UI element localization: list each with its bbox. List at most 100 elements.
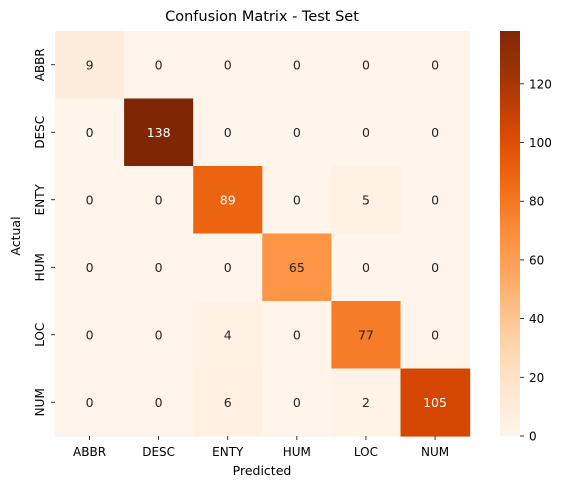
- heatmap-cell: [262, 233, 332, 302]
- cell-value: 0: [362, 125, 370, 140]
- heatmap-cell: [262, 166, 332, 235]
- colorbar-tick-label: 80: [529, 195, 544, 209]
- chart-title: Confusion Matrix - Test Set: [165, 9, 359, 25]
- cell-value: 0: [431, 192, 439, 207]
- heatmap-cell: [331, 31, 402, 100]
- heatmap-cells: [55, 31, 471, 437]
- y-tick-label: NUM: [33, 388, 47, 416]
- cell-value: 0: [293, 125, 301, 140]
- cell-value: 9: [86, 57, 94, 72]
- cell-value: 0: [155, 395, 163, 410]
- cell-value: 0: [224, 260, 232, 275]
- colorbar: [500, 31, 520, 436]
- cell-value: 0: [86, 260, 94, 275]
- cell-value: 77: [358, 327, 374, 342]
- heatmap-cell: [193, 31, 263, 100]
- cell-value: 0: [155, 192, 163, 207]
- y-axis-ticks: ABBR DESC ENTY HUM LOC NUM: [33, 48, 55, 416]
- heatmap-cell: [55, 98, 125, 167]
- cell-value: 0: [431, 57, 439, 72]
- heatmap-cell: [262, 368, 332, 437]
- x-tick-label: ENTY: [212, 445, 244, 459]
- cell-value: 0: [293, 57, 301, 72]
- cell-value: 0: [86, 395, 94, 410]
- heatmap-cell: [331, 233, 402, 302]
- x-axis-ticks: ABBR DESC ENTY HUM LOC NUM: [73, 436, 449, 459]
- colorbar-tick-label: 0: [529, 430, 537, 444]
- x-tick-label: ABBR: [73, 445, 106, 459]
- heatmap-cell: [262, 98, 332, 167]
- heatmap-cell: [331, 368, 402, 437]
- colorbar-tick-label: 120: [529, 77, 552, 91]
- cell-value: 138: [147, 125, 171, 140]
- heatmap-cell: [331, 98, 402, 167]
- colorbar-tick-label: 40: [529, 312, 544, 326]
- heatmap-cell: [331, 301, 402, 370]
- heatmap-cell: [193, 166, 263, 235]
- heatmap-cell: [400, 301, 471, 370]
- heatmap-cell: [262, 31, 332, 100]
- colorbar-tick-label: 20: [529, 371, 544, 385]
- heatmap-cell: [400, 31, 471, 100]
- heatmap-cell: [124, 368, 194, 437]
- cell-value: 0: [431, 125, 439, 140]
- x-axis-label: Predicted: [233, 463, 292, 478]
- colorbar-tick-label: 100: [529, 136, 552, 150]
- cell-value: 0: [362, 57, 370, 72]
- y-tick-label: ABBR: [33, 48, 47, 81]
- cell-value: 0: [431, 260, 439, 275]
- heatmap-cell: [193, 98, 263, 167]
- heatmap-cell: [400, 368, 471, 437]
- cell-value: 0: [293, 395, 301, 410]
- heatmap-cell: [55, 301, 125, 370]
- heatmap-cell: [193, 368, 263, 437]
- cell-value: 0: [155, 57, 163, 72]
- heatmap-cell: [331, 166, 402, 235]
- cell-value: 0: [86, 125, 94, 140]
- heatmap-cell: [124, 301, 194, 370]
- x-tick-label: HUM: [283, 445, 311, 459]
- cell-value: 6: [224, 395, 232, 410]
- cell-value: 5: [362, 192, 370, 207]
- cell-value: 0: [224, 57, 232, 72]
- x-tick-label: LOC: [354, 445, 378, 459]
- heatmap-cell: [124, 98, 194, 167]
- heatmap-cell: [124, 31, 194, 100]
- cell-value: 0: [293, 327, 301, 342]
- heatmap-cell: [262, 301, 332, 370]
- y-tick-label: ENTY: [33, 183, 47, 215]
- cell-annotations: 9 0 0 0 0 0 0 138 0 0 0 0 0 0 89 0 5 0 0 0 0 65 0 0 0 0 4 0 77 0 0 0 6 0 2…: [86, 57, 447, 410]
- heatmap-cell: [193, 233, 263, 302]
- y-tick-label: DESC: [33, 116, 47, 149]
- cell-value: 0: [431, 327, 439, 342]
- colorbar-tick-label: 60: [529, 253, 544, 267]
- cell-value: 65: [289, 260, 305, 275]
- heatmap-cell: [55, 31, 125, 100]
- cell-value: 89: [220, 192, 236, 207]
- cell-value: 0: [155, 260, 163, 275]
- cell-value: 0: [155, 327, 163, 342]
- cell-value: 0: [362, 260, 370, 275]
- cell-value: 105: [423, 395, 447, 410]
- x-tick-label: NUM: [421, 445, 449, 459]
- heatmap-cell: [55, 166, 125, 235]
- heatmap-cell: [55, 368, 125, 437]
- cell-value: 0: [86, 192, 94, 207]
- heatmap-cell: [124, 233, 194, 302]
- x-tick-label: DESC: [142, 445, 175, 459]
- heatmap-cell: [55, 233, 125, 302]
- y-axis-label: Actual: [8, 216, 23, 255]
- cell-value: 2: [362, 395, 370, 410]
- heatmap-cell: [193, 301, 263, 370]
- y-tick-label: LOC: [33, 323, 47, 347]
- cell-value: 4: [224, 327, 232, 342]
- cell-value: 0: [86, 327, 94, 342]
- heatmap-cell: [400, 233, 471, 302]
- cell-value: 0: [293, 192, 301, 207]
- heatmap-cell: [124, 166, 194, 235]
- heatmap-cell: [400, 166, 471, 235]
- cell-value: 0: [224, 125, 232, 140]
- heatmap-cell: [400, 98, 471, 167]
- colorbar-ticks: 0 20 40 60 80 100 120: [520, 77, 552, 444]
